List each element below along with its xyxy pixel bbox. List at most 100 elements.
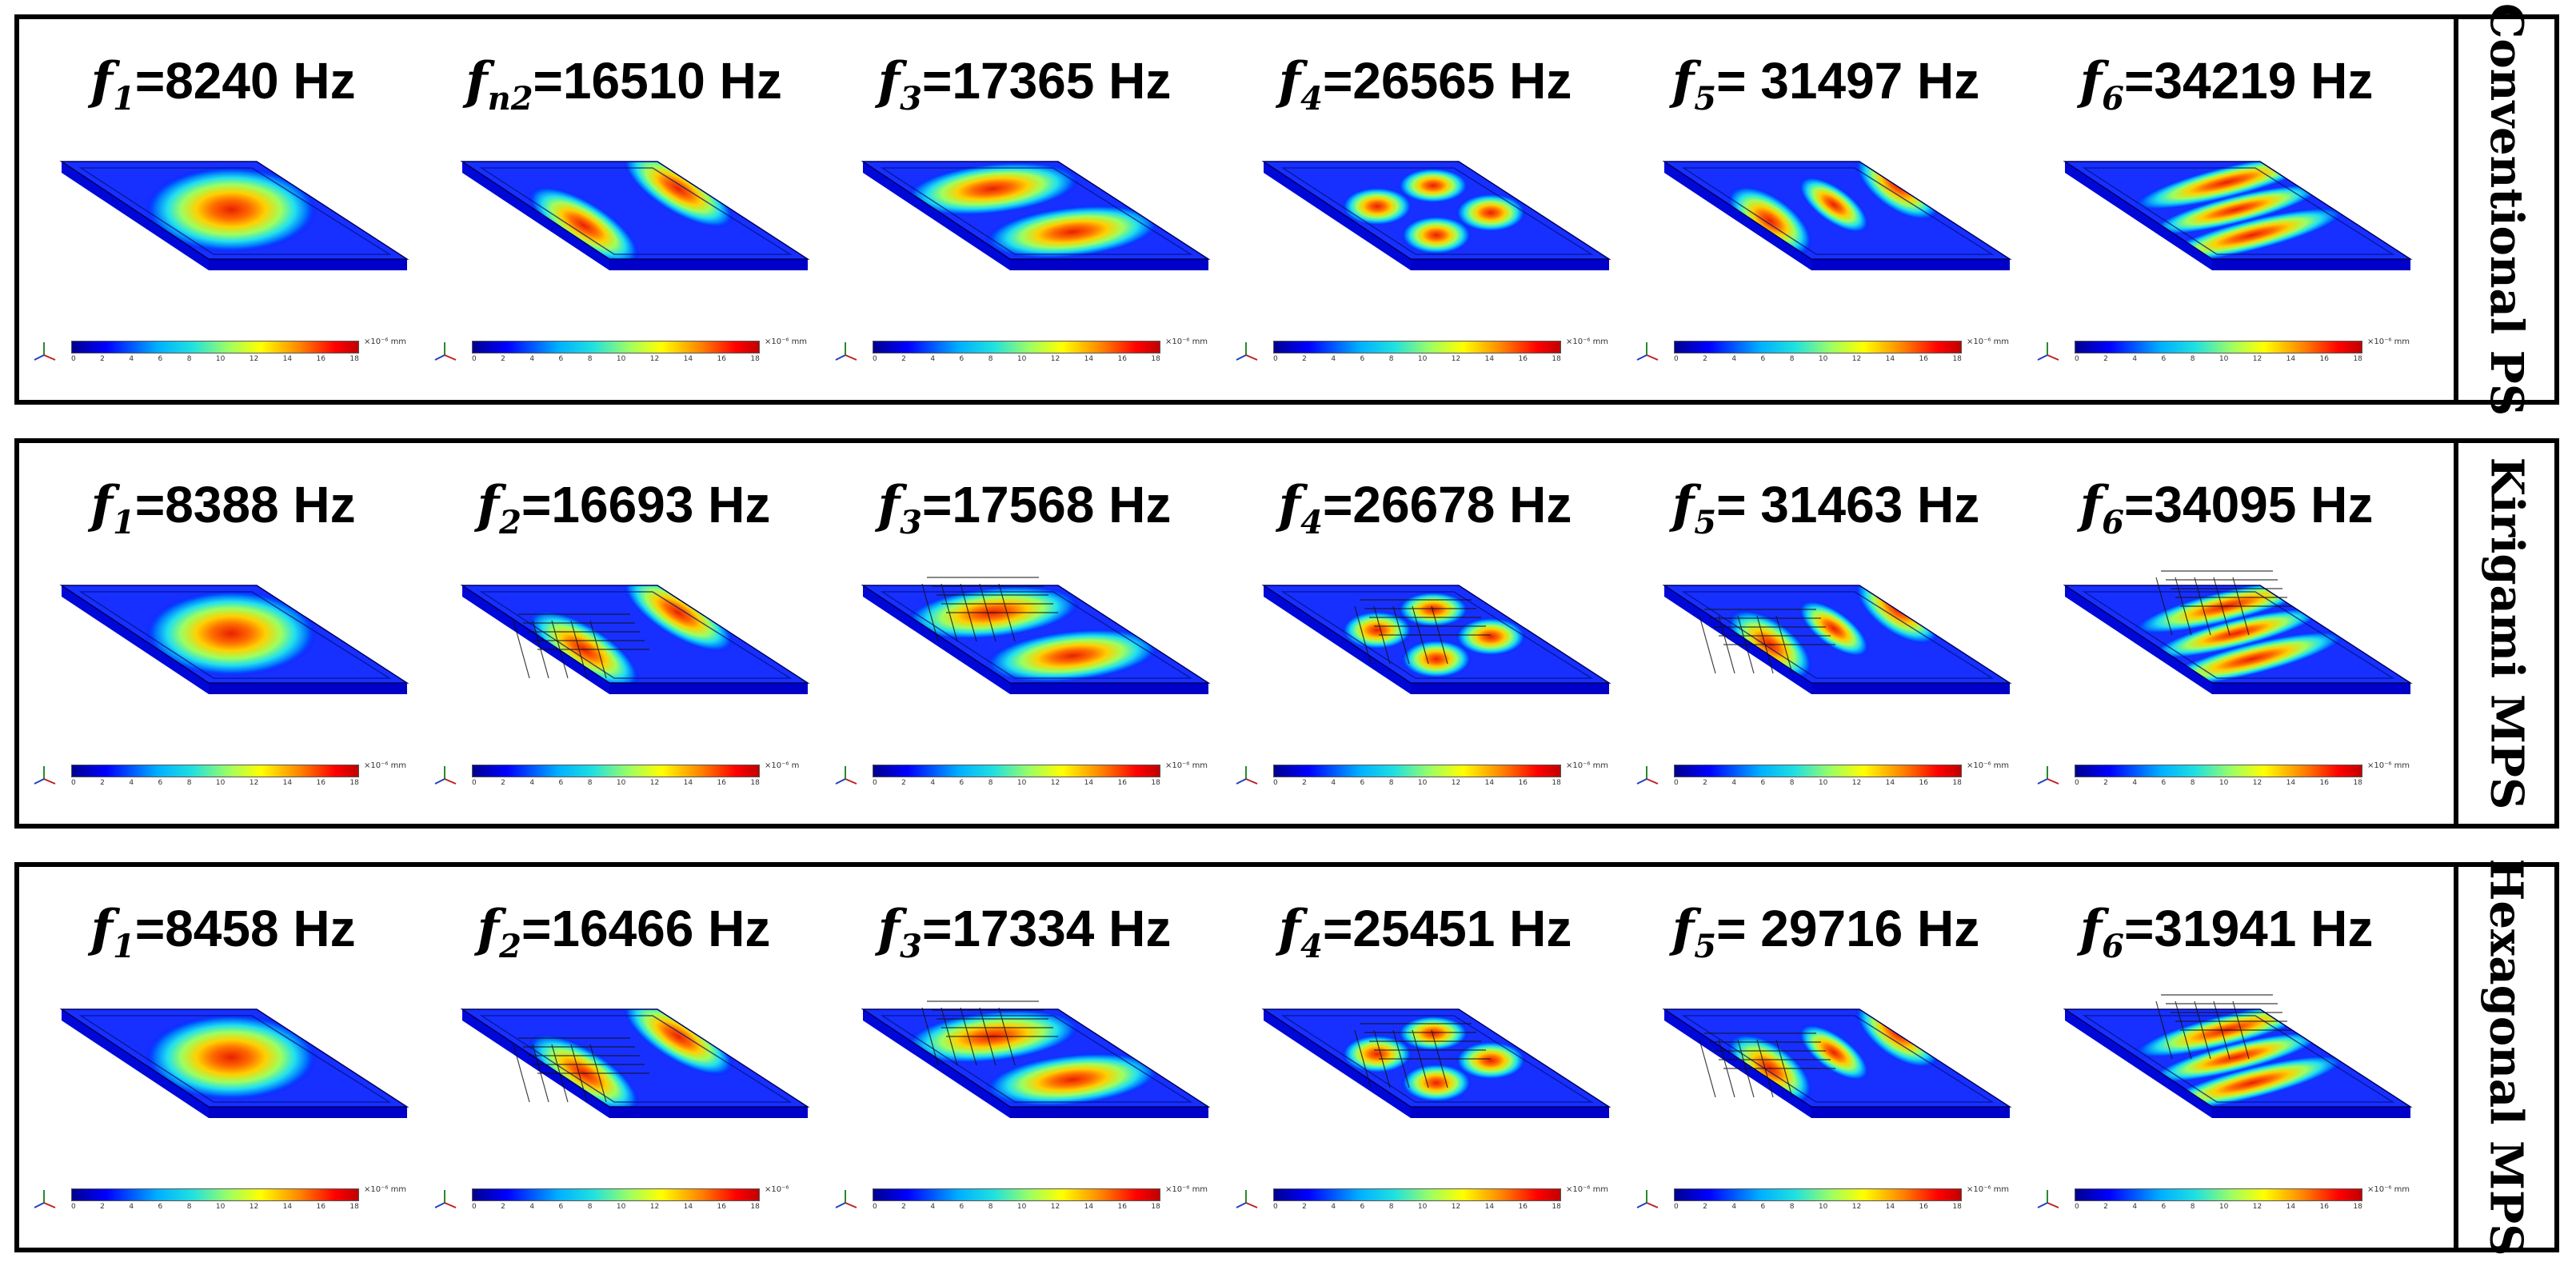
plate-visual bbox=[432, 987, 816, 1187]
plate-visual bbox=[31, 139, 415, 339]
colorbar-tick: 6 bbox=[959, 1203, 965, 1211]
row-panel: f1=8240 Hz 0 2 4 6 8 10 12 14 16 18 ×10⁻⁶ mm fn2=165… bbox=[14, 3, 2559, 416]
colorbar: 0 2 4 6 8 10 12 14 16 18 ×10⁻⁶ mm bbox=[71, 337, 406, 363]
plate-visual bbox=[1233, 563, 1617, 763]
axis-triad-icon bbox=[34, 766, 56, 785]
frequency-symbol: f bbox=[90, 475, 113, 535]
colorbar-tick: 8 bbox=[587, 779, 593, 787]
colorbar-tick: 2 bbox=[501, 1203, 505, 1211]
colorbar-tick: 16 bbox=[1919, 1203, 1928, 1211]
colorbar-tick: 0 bbox=[1273, 1203, 1278, 1211]
axis-triad-icon bbox=[835, 766, 857, 785]
frequency-value: =16693 Hz bbox=[521, 476, 771, 533]
mode-index: 1 bbox=[112, 503, 135, 541]
colorbar-unit: ×10⁻⁶ mm bbox=[1165, 761, 1208, 770]
colorbar-tick: 4 bbox=[2132, 355, 2138, 363]
plate-visual bbox=[1233, 139, 1617, 339]
colorbar-gradient bbox=[1674, 765, 1962, 777]
row-label: Conventional PS bbox=[2480, 2, 2533, 417]
colorbar-tick: 16 bbox=[2319, 355, 2329, 363]
mode-index: 6 bbox=[2102, 79, 2125, 118]
colorbar-tick: 10 bbox=[1016, 779, 1027, 787]
axes-indicator bbox=[1631, 336, 1663, 368]
colorbar-tick: 14 bbox=[2286, 355, 2296, 363]
colorbar-tick: 8 bbox=[2190, 779, 2195, 787]
colorbar-tick: 2 bbox=[1703, 1203, 1707, 1211]
colorbar-gradient bbox=[1674, 341, 1962, 353]
colorbar-tick: 16 bbox=[717, 1203, 726, 1211]
colorbar-tick: 4 bbox=[129, 779, 134, 787]
frequency-symbol: f bbox=[877, 899, 901, 959]
colorbar-tick: 4 bbox=[1331, 355, 1336, 363]
frequency-symbol: f bbox=[877, 51, 901, 111]
colorbar-tick: 4 bbox=[1731, 779, 1737, 787]
colorbar-tick: 8 bbox=[2190, 1203, 2195, 1211]
colorbar-tick: 10 bbox=[616, 355, 626, 363]
colorbar-tick: 12 bbox=[2252, 779, 2262, 787]
colorbar: 0 2 4 6 8 10 12 14 16 18 ×10⁻⁶ mm bbox=[2075, 337, 2410, 363]
plate-visual bbox=[2035, 987, 2418, 1187]
colorbar: 0 2 4 6 8 10 12 14 16 18 ×10⁻⁶ mm bbox=[2075, 761, 2410, 787]
colorbar-tick: 0 bbox=[873, 1203, 877, 1211]
mode-shape-plot bbox=[861, 577, 1211, 694]
mode-index: 3 bbox=[900, 927, 923, 965]
axes-indicator bbox=[2031, 1184, 2063, 1216]
frequency-value: =26678 Hz bbox=[1323, 476, 1572, 533]
colorbar-tick: 0 bbox=[472, 779, 477, 787]
colorbar-tick: 8 bbox=[988, 1203, 993, 1211]
mode-cell: f2=16466 Hz 0 2 4 6 8 10 12 14 16 18 ×10⁻⁶ bbox=[424, 867, 824, 1248]
colorbar-tick: 0 bbox=[873, 779, 877, 787]
colorbar-tick: 0 bbox=[1674, 355, 1679, 363]
mode-shape-plot bbox=[1261, 585, 1611, 694]
mode-index: 4 bbox=[1300, 927, 1324, 965]
axis-triad-icon bbox=[1636, 1190, 1659, 1208]
colorbar-tick: 18 bbox=[1952, 1203, 1962, 1211]
colorbar-gradient bbox=[873, 765, 1160, 777]
axes-indicator bbox=[1631, 760, 1663, 792]
colorbar: 0 2 4 6 8 10 12 14 16 18 ×10⁻⁶ mm bbox=[2075, 1185, 2410, 1211]
frequency-symbol: f bbox=[465, 51, 488, 111]
colorbar-tick: 12 bbox=[1851, 779, 1862, 787]
colorbar-tick: 2 bbox=[1302, 355, 1307, 363]
frequency-symbol: f bbox=[2079, 51, 2103, 111]
colorbar-tick: 14 bbox=[1484, 1203, 1495, 1211]
mode-cell: f5= 31497 Hz 0 2 4 6 8 10 12 14 16 18 ×10⁻⁶ mm bbox=[1626, 19, 2026, 400]
colorbar: 0 2 4 6 8 10 12 14 16 18 ×10⁻⁶ mm bbox=[873, 761, 1208, 787]
colorbar-unit: ×10⁻⁶ mm bbox=[1165, 337, 1208, 346]
axes-indicator bbox=[1230, 760, 1262, 792]
colorbar-tick: 6 bbox=[959, 779, 965, 787]
frequency-symbol: f bbox=[877, 475, 901, 535]
mode-shape-plot bbox=[2063, 570, 2413, 694]
frequency-symbol: f bbox=[1278, 475, 1301, 535]
mode-cell: f1=8240 Hz 0 2 4 6 8 10 12 14 16 18 ×10⁻⁶ mm bbox=[23, 19, 423, 400]
colorbar-tick: 16 bbox=[316, 1203, 325, 1211]
mode-index: 3 bbox=[900, 79, 923, 118]
frequency-value: =16466 Hz bbox=[521, 900, 771, 957]
frequency-value: =25451 Hz bbox=[1323, 900, 1572, 957]
frequency-symbol: f bbox=[90, 51, 113, 111]
plate-visual bbox=[432, 563, 816, 763]
colorbar-tick: 18 bbox=[750, 1203, 760, 1211]
colorbar-tick: 0 bbox=[472, 355, 477, 363]
colorbar-tick: 12 bbox=[2252, 1203, 2262, 1211]
colorbar-tick: 2 bbox=[501, 779, 505, 787]
colorbar-tick: 2 bbox=[1302, 779, 1307, 787]
colorbar-tick: 8 bbox=[1388, 779, 1394, 787]
colorbar-tick: 6 bbox=[2161, 779, 2167, 787]
mode-cell: f4=26678 Hz 0 2 4 6 8 10 12 14 16 18 ×10⁻⁶ mm bbox=[1225, 443, 1625, 824]
colorbar-tick: 14 bbox=[282, 779, 293, 787]
colorbar-tick: 16 bbox=[1518, 779, 1528, 787]
mode-cell: f4=25451 Hz 0 2 4 6 8 10 12 14 16 18 ×10⁻⁶ mm bbox=[1225, 867, 1625, 1248]
colorbar-tick: 0 bbox=[2075, 1203, 2079, 1211]
colorbar-tick: 0 bbox=[1273, 779, 1278, 787]
frequency-symbol: f bbox=[1278, 51, 1301, 111]
frequency-symbol: f bbox=[477, 475, 500, 535]
colorbar-unit: ×10⁻⁶ mm bbox=[364, 1185, 407, 1194]
colorbar-tick: 8 bbox=[186, 1203, 192, 1211]
plate-visual bbox=[1634, 563, 2018, 763]
colorbar-tick: 18 bbox=[1952, 779, 1962, 787]
colorbar-gradient bbox=[1273, 341, 1561, 353]
frequency-value: =17365 Hz bbox=[922, 52, 1172, 110]
axes-indicator bbox=[829, 1184, 861, 1216]
colorbar-tick: 16 bbox=[2319, 779, 2329, 787]
